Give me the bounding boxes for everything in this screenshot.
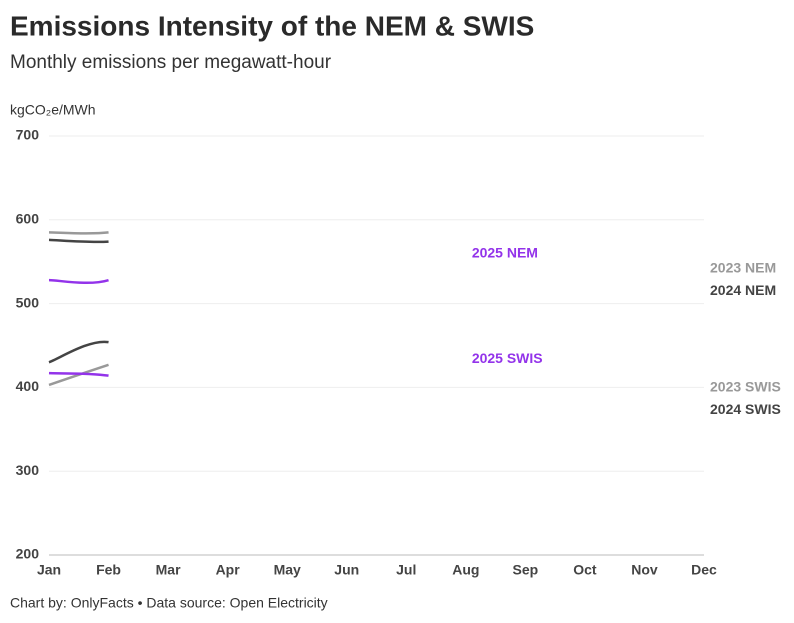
- chart-title: Emissions Intensity of the NEM & SWIS: [10, 10, 534, 41]
- y-tick-label: 400: [16, 378, 40, 394]
- y-tick-label: 200: [16, 546, 40, 562]
- x-tick-label: Oct: [573, 562, 597, 578]
- series-label: 2024 NEM: [710, 282, 776, 298]
- series-line: [48, 278, 109, 285]
- x-tick-label: Feb: [96, 562, 121, 578]
- x-tick-label: May: [274, 562, 301, 578]
- series-label: 2025 SWIS: [472, 350, 543, 366]
- y-tick-label: 500: [16, 294, 40, 310]
- series-line: [48, 363, 109, 387]
- x-tick-label: Dec: [691, 562, 717, 578]
- x-tick-label: Jun: [334, 562, 359, 578]
- footer: Chart by: OnlyFacts • Data source: Open …: [10, 595, 328, 611]
- chart-subtitle: Monthly emissions per megawatt-hour: [10, 52, 332, 73]
- x-tick-label: Apr: [216, 562, 241, 578]
- series-label: 2024 SWIS: [710, 401, 781, 417]
- x-tick-label: Mar: [156, 562, 181, 578]
- x-tick-label: Sep: [513, 562, 539, 578]
- series-line: [48, 371, 109, 377]
- series-label: 2023 NEM: [710, 259, 776, 275]
- series-label: 2023 SWIS: [710, 378, 781, 394]
- x-tick-label: Jan: [37, 562, 61, 578]
- series-line: [48, 238, 109, 244]
- x-tick-label: Nov: [631, 562, 658, 578]
- series-line: [48, 231, 109, 235]
- y-tick-label: 300: [16, 462, 40, 478]
- y-axis-label: kgCO₂e/MWh: [10, 102, 96, 118]
- series-label: 2025 NEM: [472, 244, 538, 260]
- x-tick-label: Aug: [452, 562, 479, 578]
- series-line: [48, 340, 109, 364]
- y-tick-label: 700: [16, 127, 40, 143]
- y-tick-label: 600: [16, 211, 40, 227]
- x-tick-label: Jul: [396, 562, 416, 578]
